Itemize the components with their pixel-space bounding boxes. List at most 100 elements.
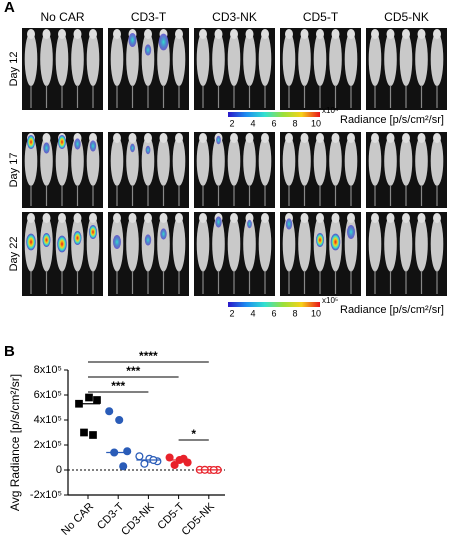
mouse-head (175, 29, 183, 39)
mouse (172, 216, 186, 272)
mouse (368, 135, 382, 186)
mouse-head (199, 213, 207, 223)
group-label: No CAR (40, 10, 84, 24)
mouse-head (245, 29, 254, 39)
significance-label: *** (126, 364, 140, 378)
mouse (344, 32, 358, 87)
mouse-head (417, 213, 426, 223)
x-tick-label: CD3-NK (119, 500, 157, 538)
mouse (86, 216, 100, 272)
mouse (212, 32, 225, 87)
y-tick-label: 4x10⁵ (34, 414, 62, 426)
mouse-head (402, 29, 410, 39)
colorbar-tick: 10 (311, 308, 321, 318)
mouse-head (113, 29, 121, 39)
mouse (298, 216, 311, 272)
mouse (55, 135, 69, 186)
panel-label: A (4, 0, 15, 16)
significance-label: * (191, 427, 196, 441)
mouse-head (433, 29, 441, 39)
mouse-head (261, 133, 269, 143)
mouse-head (347, 213, 355, 223)
mouse (399, 32, 413, 87)
mouse-head (230, 29, 238, 39)
mouse-head (89, 133, 97, 143)
mouse (430, 135, 444, 186)
colorbar-exponent: x10⁴ (322, 106, 339, 115)
mouse (172, 32, 186, 87)
y-axis-label: Avg Radiance [p/s/cm²/sr] (8, 374, 22, 511)
signal (43, 142, 50, 154)
mouse-head (371, 213, 379, 223)
colorbar-tick: 6 (271, 308, 276, 318)
mouse-head (113, 213, 121, 223)
mouse (126, 135, 139, 186)
mouse-head (27, 29, 35, 39)
data-point (135, 452, 144, 461)
group-label: CD3-NK (212, 10, 257, 24)
signal (130, 143, 135, 153)
mouse (415, 32, 428, 87)
mouse-head (128, 213, 137, 223)
mouse-head (42, 29, 51, 39)
mouse (258, 135, 272, 186)
mouse-head (261, 29, 269, 39)
mouse-head (73, 29, 82, 39)
mouse (368, 32, 382, 87)
mouse (243, 216, 256, 272)
mouse-head (42, 133, 51, 143)
mouse (141, 135, 155, 186)
mouse-head (347, 133, 355, 143)
mouse-head (331, 213, 340, 223)
mouse (399, 135, 413, 186)
mouse-head (433, 213, 441, 223)
mouse-head (42, 213, 51, 223)
data-point (179, 454, 188, 463)
signal (145, 145, 151, 155)
signal (160, 228, 167, 240)
data-point (105, 407, 114, 416)
mouse (258, 32, 272, 87)
signal (27, 135, 35, 149)
significance-label: *** (111, 379, 125, 393)
mouse (86, 135, 100, 186)
signal (144, 234, 152, 246)
panel-label: B (4, 343, 15, 360)
mouse (196, 32, 210, 87)
colorbar-tick: 4 (250, 118, 255, 128)
mouse-head (371, 29, 379, 39)
mouse (110, 135, 124, 186)
mouse-head (175, 133, 183, 143)
data-point (140, 459, 149, 468)
mouse-head (331, 133, 340, 143)
mouse-head (245, 133, 254, 143)
group-label: CD5-NK (384, 10, 429, 24)
mouse-head (417, 133, 426, 143)
mouse-head (386, 133, 395, 143)
mouse-head (89, 213, 97, 223)
signal (330, 233, 341, 251)
group-label: CD5-T (303, 10, 339, 24)
mouse-head (230, 133, 238, 143)
mouse-head (316, 213, 324, 223)
mouse-head (58, 213, 66, 223)
signal (216, 135, 221, 145)
mouse (157, 135, 170, 186)
mouse (24, 135, 38, 186)
mouse (40, 32, 53, 87)
y-tick-label: 8x10⁵ (34, 364, 62, 376)
signal (215, 216, 222, 228)
x-tick-label: CD5-NK (180, 500, 218, 538)
mouse (126, 216, 139, 272)
day-label: Day 22 (8, 237, 20, 272)
colorbar-exponent: x10⁵ (322, 296, 338, 305)
mouse (368, 216, 382, 272)
mouse (384, 216, 397, 272)
data-point (85, 393, 93, 402)
mouse (24, 32, 38, 87)
day-label: Day 17 (8, 153, 20, 188)
mouse-head (261, 213, 269, 223)
mouse (71, 32, 84, 87)
mouse (86, 32, 100, 87)
mouse-head (230, 213, 238, 223)
